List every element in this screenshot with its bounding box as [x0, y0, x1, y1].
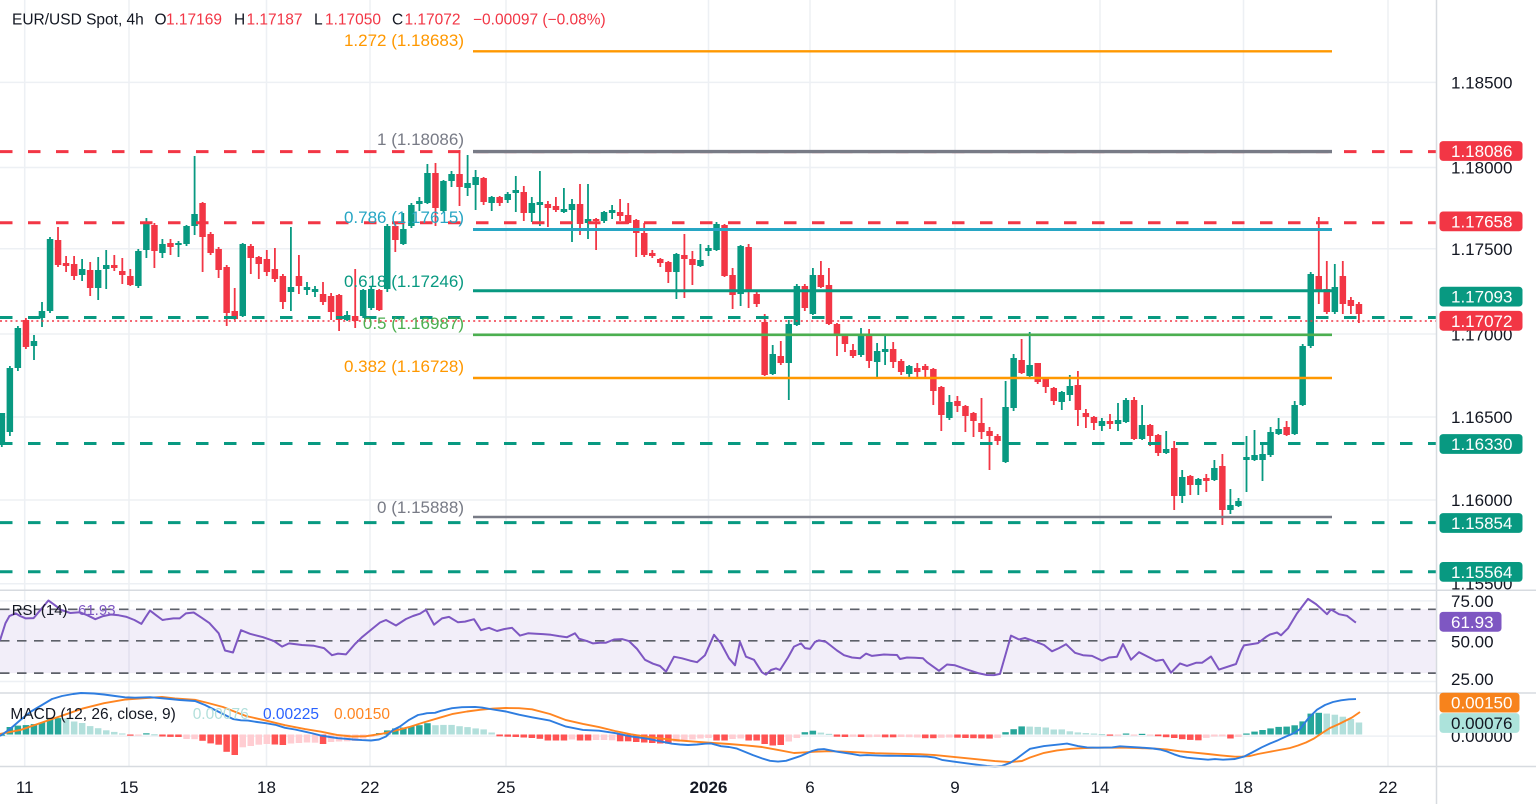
svg-text:1.18086: 1.18086 — [1451, 142, 1512, 161]
svg-text:1.15564: 1.15564 — [1451, 563, 1512, 582]
svg-text:1.17072: 1.17072 — [405, 12, 461, 29]
svg-text:6: 6 — [805, 778, 814, 797]
svg-text:0.618 (1.17246): 0.618 (1.17246) — [344, 272, 464, 291]
svg-text:O: O — [155, 12, 167, 29]
svg-text:0.00076: 0.00076 — [193, 706, 249, 723]
svg-text:0.00076: 0.00076 — [1451, 714, 1512, 733]
svg-text:−0.00097 (−0.08%): −0.00097 (−0.08%) — [473, 12, 606, 29]
svg-text:1.16500: 1.16500 — [1451, 408, 1512, 427]
svg-text:18: 18 — [257, 778, 276, 797]
svg-text:1.17658: 1.17658 — [1451, 212, 1512, 231]
svg-text:1.272 (1.18683): 1.272 (1.18683) — [344, 31, 464, 50]
svg-text:0 (1.15888): 0 (1.15888) — [377, 498, 464, 517]
svg-text:1.17050: 1.17050 — [325, 12, 381, 29]
svg-text:50.00: 50.00 — [1451, 632, 1494, 651]
svg-text:0.00150: 0.00150 — [1451, 694, 1512, 713]
svg-text:9: 9 — [950, 778, 959, 797]
svg-text:22: 22 — [1379, 778, 1398, 797]
svg-text:1.18000: 1.18000 — [1451, 159, 1512, 178]
svg-text:EUR/USD Spot, 4h: EUR/USD Spot, 4h — [12, 12, 144, 29]
svg-text:15: 15 — [120, 778, 139, 797]
svg-text:1.17169: 1.17169 — [166, 12, 222, 29]
svg-text:1.17500: 1.17500 — [1451, 240, 1512, 259]
svg-text:0.786 (1.17615): 0.786 (1.17615) — [344, 208, 464, 227]
svg-text:18: 18 — [1234, 778, 1253, 797]
svg-text:2026: 2026 — [690, 778, 728, 797]
svg-text:RSI (14): RSI (14) — [12, 602, 68, 619]
svg-text:25.00: 25.00 — [1451, 670, 1494, 689]
svg-text:1.16000: 1.16000 — [1451, 491, 1512, 510]
svg-text:1.16330: 1.16330 — [1451, 435, 1512, 454]
svg-text:C: C — [392, 12, 403, 29]
svg-text:1.15854: 1.15854 — [1451, 514, 1512, 533]
svg-text:0.5 (1.16987): 0.5 (1.16987) — [363, 314, 464, 333]
svg-text:1 (1.18086): 1 (1.18086) — [377, 130, 464, 149]
svg-text:0.382 (1.16728): 0.382 (1.16728) — [344, 357, 464, 376]
svg-text:1.18500: 1.18500 — [1451, 73, 1512, 92]
svg-text:11: 11 — [16, 778, 34, 797]
svg-text:25: 25 — [497, 778, 516, 797]
svg-text:1.17187: 1.17187 — [247, 12, 303, 29]
svg-text:MACD (12, 26, close, 9): MACD (12, 26, close, 9) — [10, 706, 175, 723]
svg-text:1.17093: 1.17093 — [1451, 288, 1512, 307]
svg-text:22: 22 — [361, 778, 380, 797]
svg-text:61.93: 61.93 — [1451, 613, 1494, 632]
svg-text:14: 14 — [1091, 778, 1110, 797]
svg-text:1.17072: 1.17072 — [1451, 312, 1512, 331]
svg-text:0.00150: 0.00150 — [334, 706, 390, 723]
svg-text:H: H — [234, 12, 245, 29]
svg-text:75.00: 75.00 — [1451, 592, 1494, 611]
svg-text:L: L — [314, 12, 323, 29]
svg-text:61.93: 61.93 — [78, 602, 116, 619]
svg-text:0.00225: 0.00225 — [263, 706, 319, 723]
